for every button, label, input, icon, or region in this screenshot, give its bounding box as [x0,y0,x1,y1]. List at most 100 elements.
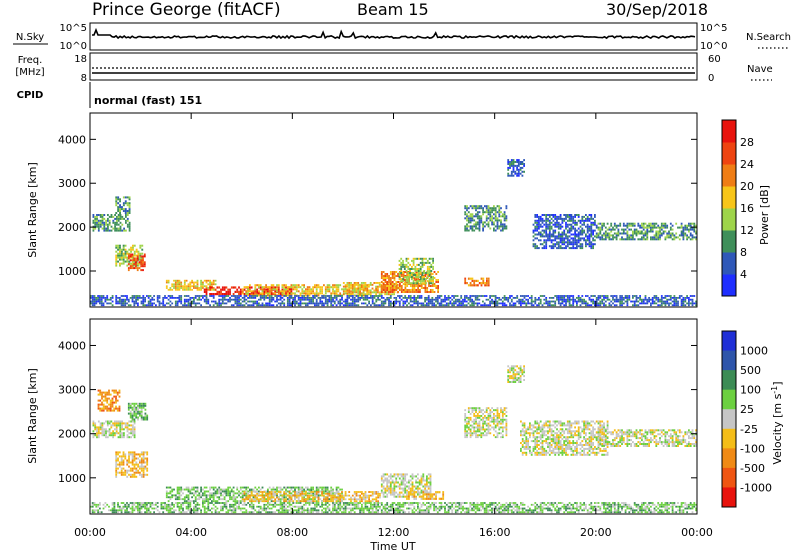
power-cell [176,283,179,286]
velocity-cell [267,490,269,493]
power-cell [644,230,647,233]
power-cell [421,265,424,268]
power-cell [223,286,226,289]
power-cell [532,239,535,242]
power-cell [491,209,493,212]
velocity-cell [97,426,100,429]
power-cell [205,298,208,301]
velocity-cell [185,496,188,499]
velocity-cell [290,498,293,501]
power-cell [691,238,694,241]
power-cell [382,302,385,305]
power-cell [254,302,257,305]
velocity-cell [106,422,109,425]
power-cell [117,208,120,211]
power-cell [556,297,558,299]
power-cell [400,261,403,264]
power-cell [398,295,401,297]
power-cell [664,295,667,297]
power-cell [563,237,566,240]
power-cell [498,207,501,210]
power-cell [520,302,522,305]
velocity-cell [216,490,219,493]
velocity-cell [295,496,298,499]
power-cell [628,297,631,299]
power-cell [572,225,575,228]
velocity-cell [212,492,215,495]
power-cell [608,232,611,235]
power-cell [308,297,311,299]
power-cell [127,298,130,301]
power-cell [428,280,431,283]
power-cell [402,272,404,274]
velocity-cell [133,459,136,462]
power-cell [590,214,593,216]
velocity-cell [324,486,327,489]
power-cell [137,295,139,297]
power-cell [547,239,549,242]
power-cell [664,302,667,305]
power-cell [377,298,379,301]
power-cell [644,302,647,305]
power-cell [471,205,474,208]
power-cell [574,239,576,242]
power-cell [404,295,407,297]
power-cell [576,233,578,236]
power-cell [554,304,557,307]
power-cell [617,234,620,237]
power-cell [509,302,511,305]
power-cell [319,288,322,291]
power-cell [258,298,260,301]
power-cell [214,288,217,291]
power-cell [111,304,114,307]
power-cell [547,227,549,230]
power-cell [595,224,598,227]
velocity-cell [176,490,179,493]
power-cell [90,295,92,297]
power-cell [680,222,683,225]
power-cell [475,284,477,287]
power-cell [473,205,476,208]
power-cell [612,298,614,301]
velocity-cell [216,500,219,503]
power-cell [348,302,351,305]
power-cell [480,282,483,285]
power-cell [238,295,240,297]
power-cell [117,248,119,251]
power-cell [430,270,433,272]
velocity-cell [243,486,246,489]
velocity-cell [267,498,269,501]
power-cell [621,238,623,241]
power-cell [119,227,122,230]
velocity-cell [353,498,356,501]
power-cell [308,286,311,289]
velocity-cell [272,492,275,495]
velocity-cell [135,453,138,456]
power-cell [590,300,593,303]
velocity-cell [121,426,123,429]
power-cell [99,223,102,226]
power-cell [250,304,253,307]
power-cell [552,233,555,236]
velocity-cell [115,424,118,427]
power-cell [357,300,360,303]
power-cell [346,283,349,286]
velocity-cell [131,426,134,429]
power-cell [126,210,129,212]
power-cell [361,288,363,291]
power-cell [628,238,631,241]
power-cell [288,300,291,303]
power-cell [288,286,291,289]
velocity-cell [209,488,211,491]
velocity-cell [232,492,235,495]
velocity-cell [99,399,102,402]
velocity-cell [126,463,129,466]
power-cell [597,222,600,225]
power-cell [315,292,318,295]
power-cell [494,300,497,303]
power-cell [469,277,472,280]
power-cell [350,282,352,284]
power-cell [487,225,490,228]
power-cell [308,290,311,293]
velocity-cell [113,409,116,412]
